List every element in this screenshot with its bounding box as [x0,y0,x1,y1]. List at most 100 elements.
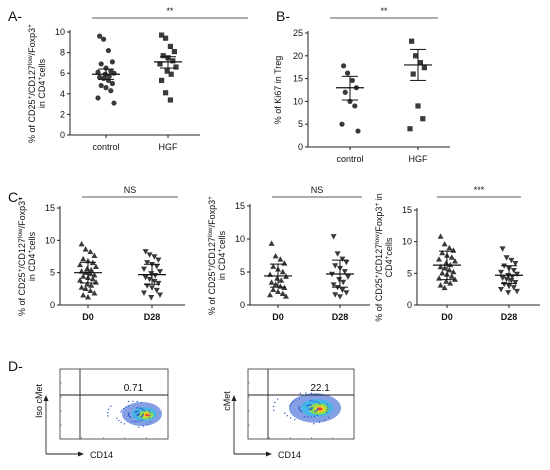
data-point [437,233,444,239]
series-d28 [138,249,166,301]
data-point [88,282,95,288]
data-point [413,53,419,59]
y-axis-label-line: in CD4+cells [217,230,228,280]
data-point [341,63,347,69]
event-dot [299,392,301,395]
y-tick-label: 0 [298,142,303,152]
data-point [340,279,347,286]
y-tick-label: 20 [293,51,303,61]
data-point [80,255,87,262]
data-point [151,278,158,285]
data-point [510,267,517,274]
flow-y-arrowhead [43,395,49,401]
data-point [170,58,176,64]
x-tick-label: HGF [409,154,429,164]
data-point [82,285,89,292]
event-dot [107,415,109,417]
chart-c3: 0 5 10 15 % of CD25+/CD127low/Foxp3+ inCD4+c… [374,185,540,322]
event-dot [318,421,321,423]
data-point [101,75,107,81]
data-point [345,274,351,280]
data-point [108,88,114,94]
data-point [93,263,99,270]
data-point [155,257,162,263]
data-point [159,32,165,38]
y-tick-label: 10 [293,96,303,106]
data-point [146,276,153,283]
event-dot [131,420,133,423]
event-dot [149,421,151,423]
event-dot [138,407,141,409]
data-point [339,256,346,262]
event-dot [289,417,292,419]
event-dot [292,400,294,403]
data-point [157,269,163,275]
data-point [87,287,94,293]
event-dot [326,403,328,406]
y-axis-label-line: in CD4+cells [27,231,38,281]
event-dot [294,418,296,421]
data-point [268,279,275,285]
data-point [149,285,155,291]
data-point [421,65,427,71]
data-point [334,251,341,257]
data-point [111,70,117,76]
event-dot [127,412,130,414]
data-point [283,293,289,299]
y-tick-label: 25 [293,28,303,38]
x-tick-label: D0 [82,312,94,322]
y-axis-label: % of CD25+/CD127low/Foxp3+in CD4+cells [17,197,38,316]
data-point [272,252,279,259]
event-dot [316,414,318,417]
series-control [92,33,120,106]
y-tick-label: 10 [402,237,412,247]
data-point [349,77,355,84]
data-point [506,283,512,290]
event-dot [312,400,315,402]
event-dot [127,413,130,415]
data-point [151,254,158,260]
series-d0 [433,233,461,291]
data-point [279,268,286,275]
flow-y-arrowhead [231,395,237,401]
y-tick-label: 5 [298,119,303,129]
event-dot [299,410,302,412]
event-dot [121,409,123,411]
event-dot [306,416,309,418]
event-dot [107,411,109,414]
event-dot [317,402,319,404]
quadrant-percentage: 22.1 [310,383,330,394]
y-axis-label-line: % of CD25+/CD127low/Foxp3+ in [374,193,385,321]
panel-letter-d: D- [8,358,23,374]
data-point [85,294,91,300]
data-point [91,272,98,278]
data-point [510,285,517,291]
event-dot [310,392,313,395]
series-hgf [404,38,432,132]
data-point [171,48,177,55]
flow-x-arrowhead [78,451,84,457]
data-point [448,254,455,260]
data-point [332,292,339,298]
panel-letter-b: B- [276,8,290,24]
event-dot [310,416,312,418]
event-dot [149,414,151,417]
event-dot [149,412,151,414]
y-tick-label: 15 [45,203,55,213]
event-dot [140,401,142,404]
x-tick-label: D28 [501,312,518,322]
flow-x-arrowhead [266,451,272,457]
chart-c1: 0 5 10 15 % of CD25+/CD127low/Foxp3+in CD4+c… [17,185,185,322]
data-point [452,258,458,264]
data-point [446,244,453,251]
x-tick-label: control [92,142,119,152]
data-point [508,257,515,264]
event-dot [123,423,126,425]
data-point [410,71,416,77]
event-dot [298,407,300,409]
data-point [88,266,95,273]
data-point [503,255,510,261]
data-point [87,270,94,277]
y-axis-label-line: % of CD25+/CD127low/Foxp3+ [27,24,38,143]
